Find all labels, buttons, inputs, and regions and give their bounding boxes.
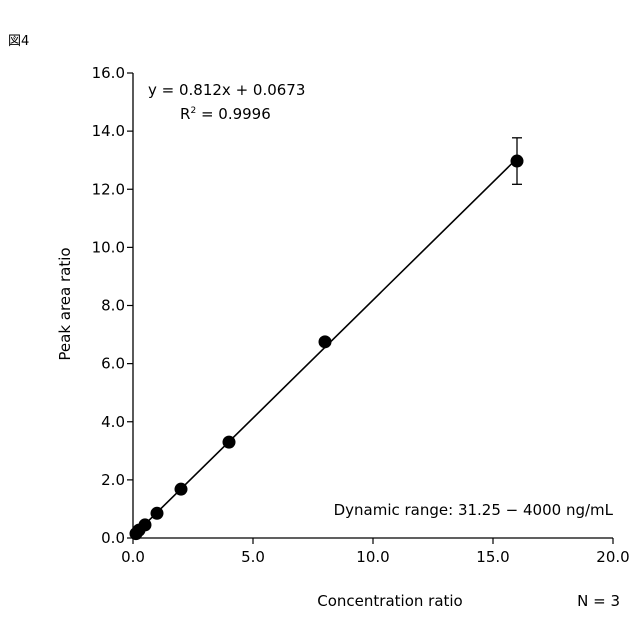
x-tick-label: 15.0 bbox=[476, 548, 509, 566]
equation-annotation: y = 0.812x + 0.0673 bbox=[148, 81, 305, 99]
r2-annotation: R2 = 0.9996 bbox=[180, 105, 271, 123]
x-axis-label: Concentration ratio bbox=[317, 592, 462, 610]
data-point bbox=[511, 155, 524, 168]
y-axis-label: Peak area ratio bbox=[56, 247, 74, 360]
y-tick-label: 0.0 bbox=[101, 529, 125, 547]
data-point bbox=[139, 518, 152, 531]
r2-value: = 0.9996 bbox=[196, 105, 271, 123]
y-tick-label: 2.0 bbox=[101, 471, 125, 489]
n-annotation: N = 3 bbox=[577, 592, 620, 610]
data-points bbox=[130, 138, 524, 540]
axes bbox=[133, 73, 613, 538]
y-tick-label: 8.0 bbox=[101, 297, 125, 315]
y-tick-label: 10.0 bbox=[92, 238, 125, 256]
y-tick-label: 16.0 bbox=[92, 64, 125, 82]
calibration-chart: 0.0 2.0 4.0 6.0 8.0 10.0 12.0 14.0 16.0 0.0 5.0 10.… bbox=[0, 0, 640, 640]
y-tick-label: 6.0 bbox=[101, 355, 125, 373]
r2-prefix: R bbox=[180, 105, 190, 123]
data-point bbox=[319, 335, 332, 348]
data-point bbox=[223, 436, 236, 449]
x-tick-label: 10.0 bbox=[356, 548, 389, 566]
x-tick-label: 20.0 bbox=[596, 548, 629, 566]
ticks: 0.0 2.0 4.0 6.0 8.0 10.0 12.0 14.0 16.0 0.0 5.0 10.… bbox=[92, 64, 630, 566]
dynamic-range-annotation: Dynamic range: 31.25 − 4000 ng/mL bbox=[334, 501, 614, 519]
x-tick-label: 5.0 bbox=[241, 548, 265, 566]
data-point bbox=[151, 507, 164, 520]
y-tick-label: 4.0 bbox=[101, 413, 125, 431]
x-tick-label: 0.0 bbox=[121, 548, 145, 566]
data-point bbox=[175, 483, 188, 496]
y-tick-label: 12.0 bbox=[92, 180, 125, 198]
y-tick-label: 14.0 bbox=[92, 122, 125, 140]
